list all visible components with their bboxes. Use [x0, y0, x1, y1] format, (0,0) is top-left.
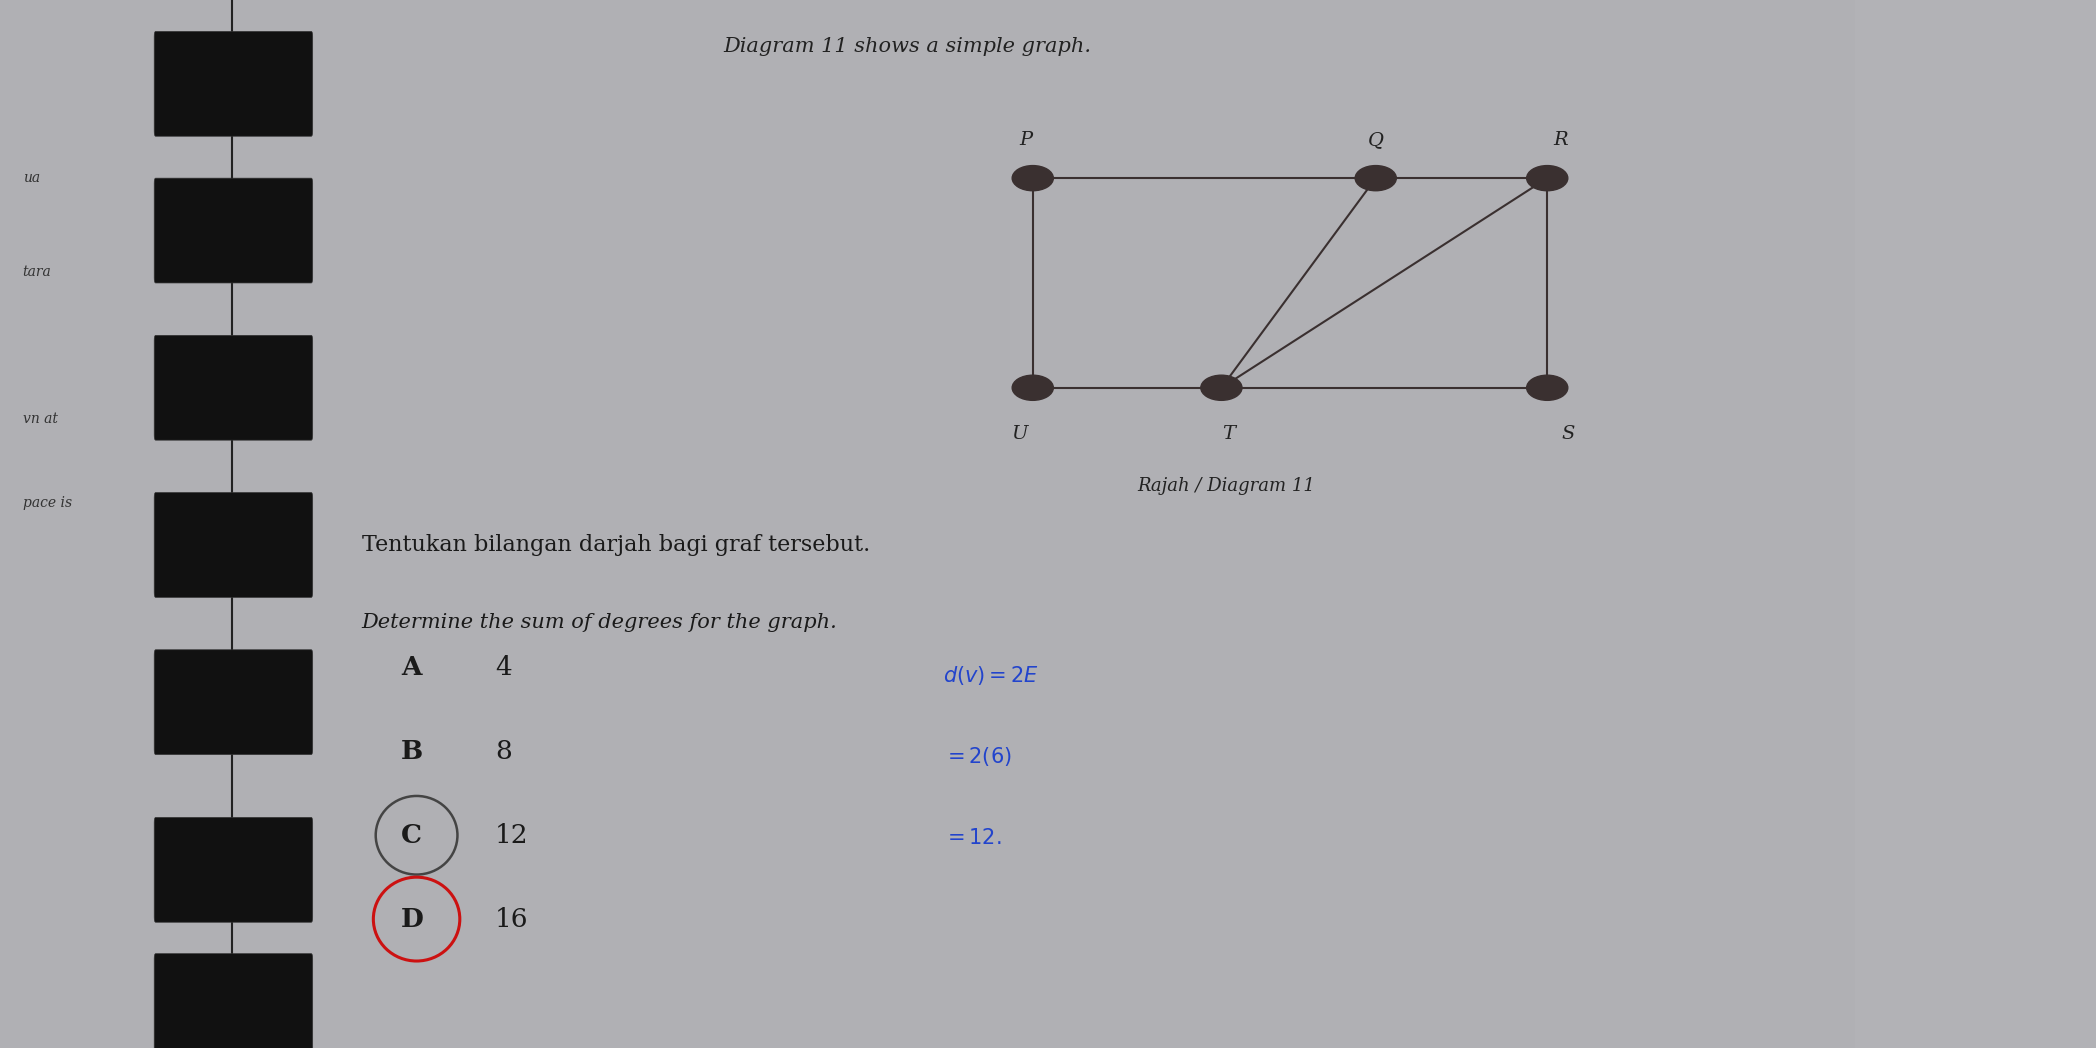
Bar — [2048, 0, 2060, 1048]
Text: U: U — [1010, 424, 1027, 443]
Text: 12: 12 — [495, 823, 528, 848]
Bar — [1964, 0, 1974, 1048]
Bar — [2000, 0, 2012, 1048]
Bar — [1868, 0, 1878, 1048]
Text: D: D — [400, 907, 423, 932]
Text: Q: Q — [1369, 131, 1383, 150]
Text: pace is: pace is — [23, 496, 71, 510]
FancyBboxPatch shape — [155, 954, 312, 1048]
Text: S: S — [1562, 424, 1574, 443]
Bar — [2060, 0, 2071, 1048]
Circle shape — [1201, 375, 1243, 400]
Text: $d(v) = 2E$: $d(v) = 2E$ — [943, 664, 1040, 687]
Bar — [1878, 0, 1891, 1048]
Text: C: C — [400, 823, 423, 848]
FancyBboxPatch shape — [155, 31, 312, 136]
Text: Tentukan bilangan darjah bagi graf tersebut.: Tentukan bilangan darjah bagi graf terse… — [363, 534, 870, 556]
Text: 4: 4 — [495, 655, 511, 680]
Text: 16: 16 — [495, 907, 528, 932]
Text: ua: ua — [23, 171, 40, 185]
Bar — [1903, 0, 1916, 1048]
FancyBboxPatch shape — [155, 650, 312, 755]
Bar — [2025, 0, 2035, 1048]
Text: T: T — [1222, 424, 1235, 443]
Bar — [2035, 0, 2048, 1048]
FancyBboxPatch shape — [155, 817, 312, 922]
Text: A: A — [402, 655, 421, 680]
Text: vn at: vn at — [23, 412, 57, 427]
Bar — [1939, 0, 1951, 1048]
Text: P: P — [1019, 131, 1033, 150]
Text: Determine the sum of degrees for the graph.: Determine the sum of degrees for the gra… — [363, 613, 836, 632]
Circle shape — [1012, 166, 1054, 191]
Circle shape — [1356, 166, 1396, 191]
Text: $= 12.$: $= 12.$ — [943, 828, 1002, 849]
Bar — [2012, 0, 2023, 1048]
FancyBboxPatch shape — [155, 335, 312, 440]
Bar — [1891, 0, 1903, 1048]
Text: tara: tara — [23, 265, 52, 280]
Circle shape — [1526, 166, 1568, 191]
Circle shape — [1526, 375, 1568, 400]
Text: Diagram 11 shows a simple graph.: Diagram 11 shows a simple graph. — [723, 37, 1092, 56]
Text: R: R — [1553, 131, 1568, 150]
Text: B: B — [400, 739, 423, 764]
FancyBboxPatch shape — [155, 178, 312, 283]
Bar — [1987, 0, 2000, 1048]
Text: Rajah / Diagram 11: Rajah / Diagram 11 — [1138, 477, 1314, 495]
Bar — [1928, 0, 1939, 1048]
Bar — [1916, 0, 1928, 1048]
FancyBboxPatch shape — [155, 493, 312, 597]
Bar — [1951, 0, 1964, 1048]
Bar — [2083, 0, 2096, 1048]
Bar — [2071, 0, 2083, 1048]
Text: $= 2(6)$: $= 2(6)$ — [943, 745, 1012, 768]
Bar — [1974, 0, 1987, 1048]
Bar — [1855, 0, 1868, 1048]
Text: 8: 8 — [495, 739, 511, 764]
Circle shape — [1012, 375, 1054, 400]
